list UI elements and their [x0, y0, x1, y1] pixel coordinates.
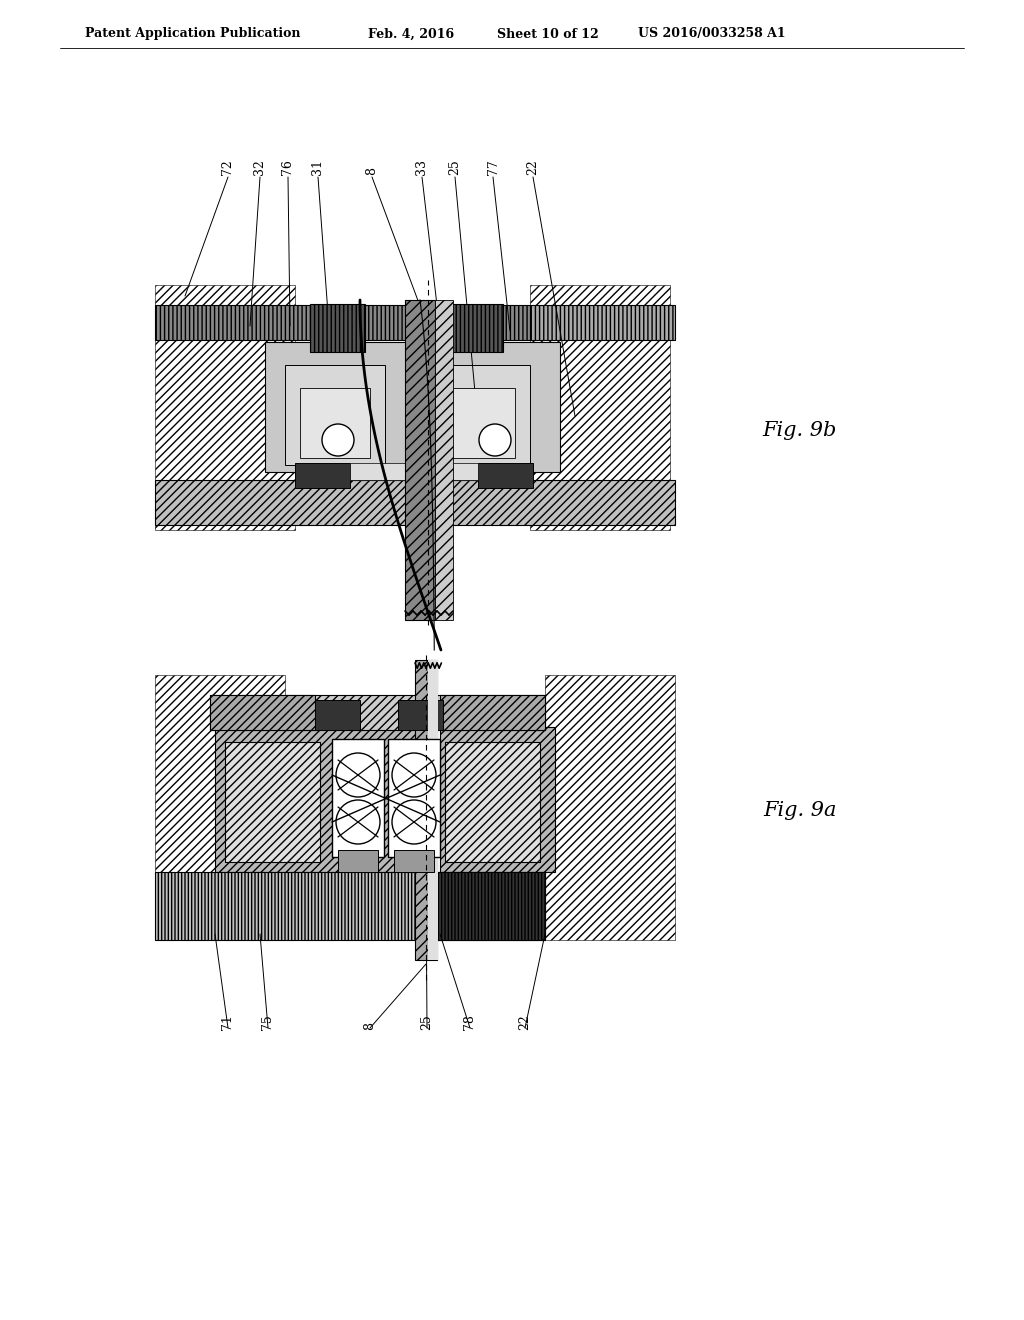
Text: 71: 71 — [221, 1014, 234, 1030]
Bar — [445, 388, 515, 458]
Bar — [440, 727, 555, 873]
Text: 76: 76 — [282, 160, 295, 176]
Circle shape — [322, 424, 354, 455]
Bar — [545, 675, 675, 940]
Text: 22: 22 — [526, 160, 540, 176]
Bar — [300, 388, 370, 458]
Bar — [415, 873, 545, 940]
Bar — [445, 742, 540, 862]
Bar — [406, 300, 435, 620]
Bar — [428, 660, 438, 960]
Bar — [449, 304, 503, 352]
Bar — [155, 305, 530, 341]
Bar — [415, 660, 437, 960]
Text: 78: 78 — [464, 1014, 476, 1030]
Text: 75: 75 — [261, 1014, 274, 1030]
Bar — [225, 742, 319, 862]
Bar — [398, 700, 443, 730]
Bar — [315, 700, 360, 730]
Bar — [350, 463, 478, 480]
Bar — [155, 873, 545, 940]
Text: Fig. 9b: Fig. 9b — [763, 421, 838, 440]
Text: 72: 72 — [221, 160, 234, 176]
Text: 25: 25 — [449, 160, 462, 176]
Text: 32: 32 — [254, 160, 266, 176]
Circle shape — [479, 424, 511, 455]
Bar — [445, 742, 540, 862]
Bar — [388, 739, 440, 857]
Bar — [215, 727, 415, 873]
Text: 77: 77 — [486, 160, 500, 176]
Text: Patent Application Publication: Patent Application Publication — [85, 28, 300, 41]
Text: 25: 25 — [421, 1014, 433, 1030]
Bar — [225, 742, 319, 862]
Bar — [530, 305, 675, 341]
Text: 31: 31 — [311, 158, 325, 176]
Text: Sheet 10 of 12: Sheet 10 of 12 — [497, 28, 599, 41]
Bar — [155, 480, 675, 525]
Text: US 2016/0033258 A1: US 2016/0033258 A1 — [638, 28, 785, 41]
Bar — [415, 342, 560, 473]
Circle shape — [336, 800, 380, 843]
Text: Feb. 4, 2016: Feb. 4, 2016 — [368, 28, 454, 41]
Bar — [285, 366, 385, 465]
Bar — [440, 696, 545, 730]
Bar — [530, 285, 670, 531]
Bar — [155, 675, 285, 940]
Bar — [478, 463, 534, 488]
Circle shape — [392, 800, 436, 843]
Text: 8: 8 — [364, 1022, 377, 1030]
Bar — [338, 850, 378, 873]
Bar — [332, 739, 384, 857]
Text: Fig. 9a: Fig. 9a — [763, 800, 837, 820]
Bar — [295, 463, 350, 488]
Circle shape — [392, 752, 436, 797]
Bar — [210, 696, 315, 730]
Bar — [430, 366, 530, 465]
Bar — [210, 696, 545, 730]
Circle shape — [336, 752, 380, 797]
Text: 8: 8 — [366, 168, 379, 176]
Bar — [435, 300, 453, 620]
Bar — [394, 850, 434, 873]
Text: 22: 22 — [518, 1014, 531, 1030]
Bar — [310, 304, 365, 352]
Bar — [155, 285, 295, 531]
Bar — [265, 342, 415, 473]
Text: 33: 33 — [416, 158, 428, 176]
